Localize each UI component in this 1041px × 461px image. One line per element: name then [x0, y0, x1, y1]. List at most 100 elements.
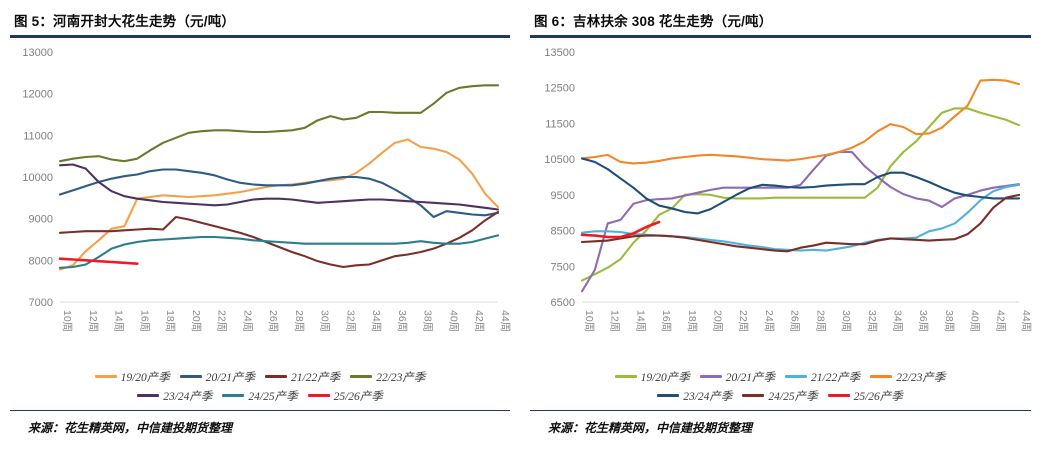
y-axis-tick-label: 9000	[29, 213, 53, 225]
figure-5-source: 来源：花生精英网，中信建投期货整理	[28, 420, 233, 435]
x-axis-tick-label: 12周	[609, 310, 621, 332]
figure-6-source: 来源：花生精英网，中信建投期货整理	[548, 420, 753, 435]
legend-row: 19/20产季 20/21产季 21/22产季 22/23产季	[614, 369, 945, 385]
legend-color-swatch	[265, 374, 287, 379]
x-axis-tick-label: 36周	[917, 310, 929, 332]
y-axis-tick-label: 10000	[22, 172, 53, 184]
legend-item-24-25产季[interactable]: 24/25产季	[222, 388, 298, 404]
x-axis-tick-label: 44周	[499, 310, 511, 332]
figure-6-footer-rule	[530, 409, 1031, 411]
x-axis-tick-label: 22周	[737, 310, 749, 332]
legend-color-swatch	[307, 393, 330, 398]
series-line-24-25产季	[580, 193, 1021, 252]
figure-5-title: 图 5：河南开封大花生走势（元/吨）	[14, 14, 236, 29]
legend-color-swatch	[699, 374, 722, 379]
figure-6-title-rule	[530, 35, 1031, 38]
series-line-21-22产季	[580, 183, 1021, 252]
x-axis-tick-label: 36周	[396, 310, 408, 332]
figure-6-chart-svg: 6500 7500 8500 9500 10500 11500 12500 13500 10周 1…	[544, 47, 1032, 332]
series-line-20-21产季	[580, 150, 1021, 292]
x-axis-tick-label: 40周	[447, 310, 459, 332]
x-axis-tick-label: 44周	[1020, 310, 1032, 332]
legend-item-23-24产季[interactable]: 23/24产季	[657, 388, 732, 404]
legend-color-swatch	[827, 393, 850, 398]
y-axis-tick-label: 12500	[544, 82, 575, 94]
legend-row: 23/24产季 24/25产季 25/26产季	[657, 388, 903, 404]
y-axis-tick-label: 13000	[22, 47, 53, 59]
legend-item-19-20产季[interactable]: 19/20产季	[94, 369, 170, 385]
x-axis-tick-label: 12周	[87, 310, 99, 332]
legend-item-25-26产季[interactable]: 25/26产季	[307, 388, 383, 404]
x-axis-tick-label: 26周	[267, 310, 279, 332]
figure-6-chart: 6500 7500 8500 9500 10500 11500 12500 13500 10周 1…	[520, 38, 1040, 410]
x-axis-tick-label: 38周	[422, 310, 434, 332]
figure-5-chart: 7000 8000 9000 10000 11000 12000 13000 10周 12周 14…	[0, 38, 520, 410]
legend-item-20-21产季[interactable]: 20/21产季	[179, 369, 255, 385]
legend-color-swatch	[222, 393, 245, 398]
y-axis-tick-label: 8500	[551, 225, 575, 237]
legend-item-21-22产季[interactable]: 21/22产季	[785, 369, 860, 385]
legend-row: 19/20产季 20/21产季 21/22产季 22/23产季	[94, 369, 425, 385]
legend-item-label: 22/23产季	[376, 371, 426, 384]
y-axis-tick-label: 10500	[544, 154, 575, 166]
legend-item-label: 25/26产季	[333, 390, 383, 403]
legend-item-21-22产季[interactable]: 21/22产季	[265, 369, 340, 385]
x-axis-tick-label: 22周	[216, 310, 228, 332]
legend-item-22-23产季[interactable]: 22/23产季	[870, 369, 945, 385]
legend-color-swatch	[870, 374, 893, 379]
legend-item-25-26产季[interactable]: 25/26产季	[827, 388, 903, 404]
legend-color-swatch	[657, 393, 680, 398]
series-line-20-21产季	[58, 167, 500, 218]
series-line-24-25产季	[58, 233, 500, 269]
series-line-21-22产季	[58, 210, 500, 268]
legend-item-label: 20/21产季	[205, 371, 255, 384]
x-axis-tick-label: 38周	[943, 310, 955, 332]
x-axis-tick-label: 20周	[190, 310, 202, 332]
legend-item-label: 19/20产季	[120, 371, 170, 384]
legend-color-swatch	[94, 374, 117, 379]
y-axis-tick-label: 8000	[29, 255, 53, 267]
legend-item-label: 23/24产季	[163, 390, 213, 403]
legend-item-20-21产季[interactable]: 20/21产季	[699, 369, 775, 385]
legend-item-label: 23/24产季	[683, 390, 733, 403]
x-axis-tick-label: 32周	[866, 310, 878, 332]
x-axis-tick-label: 40周	[969, 310, 981, 332]
x-axis-tick-label: 16周	[138, 310, 150, 332]
legend-item-label: 24/25产季	[768, 390, 818, 403]
x-axis-tick-label: 30周	[840, 310, 852, 332]
series-line-23-24产季	[580, 156, 1021, 214]
y-axis-tick-label: 11500	[545, 118, 575, 130]
y-axis-tick-label: 7500	[551, 261, 575, 273]
legend-item-label: 25/26产季	[853, 390, 903, 403]
figure-5-panel: 图 5：河南开封大花生走势（元/吨） 7000 8000 9000 10000 1100…	[0, 0, 520, 461]
x-axis-tick-label: 42周	[473, 310, 485, 332]
series-line-22-23产季	[58, 83, 500, 162]
y-axis-tick-label: 11000	[23, 130, 53, 142]
x-axis-tick-label: 26周	[789, 310, 801, 332]
x-axis-tick-label: 28周	[293, 310, 305, 332]
legend-item-label: 19/20产季	[640, 371, 690, 384]
legend-item-23-24产季[interactable]: 23/24产季	[137, 388, 212, 404]
legend-color-swatch	[785, 374, 807, 379]
x-axis-tick-label: 24周	[763, 310, 775, 332]
figure-6-panel: 图 6：吉林扶余 308 花生走势（元/吨） 6500 7500 8500 9500 1…	[520, 0, 1041, 461]
x-axis-tick-label: 10周	[583, 310, 595, 332]
x-axis-tick-label: 32周	[344, 310, 356, 332]
legend-item-24-25产季[interactable]: 24/25产季	[742, 388, 818, 404]
legend-item-22-23产季[interactable]: 22/23产季	[350, 369, 425, 385]
figure-5-title-rule	[10, 35, 510, 38]
y-axis-tick-label: 6500	[551, 297, 575, 309]
y-axis-tick-label: 7000	[29, 297, 53, 309]
legend-item-label: 22/23产季	[896, 371, 946, 384]
x-axis-tick-label: 18周	[164, 310, 176, 332]
figure-6-title: 图 6：吉林扶余 308 花生走势（元/吨）	[534, 14, 773, 29]
legend-color-swatch	[350, 374, 373, 379]
x-axis-tick-label: 34周	[370, 310, 382, 332]
legend-item-19-20产季[interactable]: 19/20产季	[614, 369, 690, 385]
legend-color-swatch	[614, 374, 637, 379]
x-axis-tick-label: 14周	[113, 310, 125, 332]
legend-item-label: 24/25产季	[248, 390, 298, 403]
figure-6-legend: 19/20产季 20/21产季 21/22产季 22/23产季 23/24产季 24/25…	[520, 369, 1040, 404]
x-axis-tick-label: 14周	[634, 310, 646, 332]
